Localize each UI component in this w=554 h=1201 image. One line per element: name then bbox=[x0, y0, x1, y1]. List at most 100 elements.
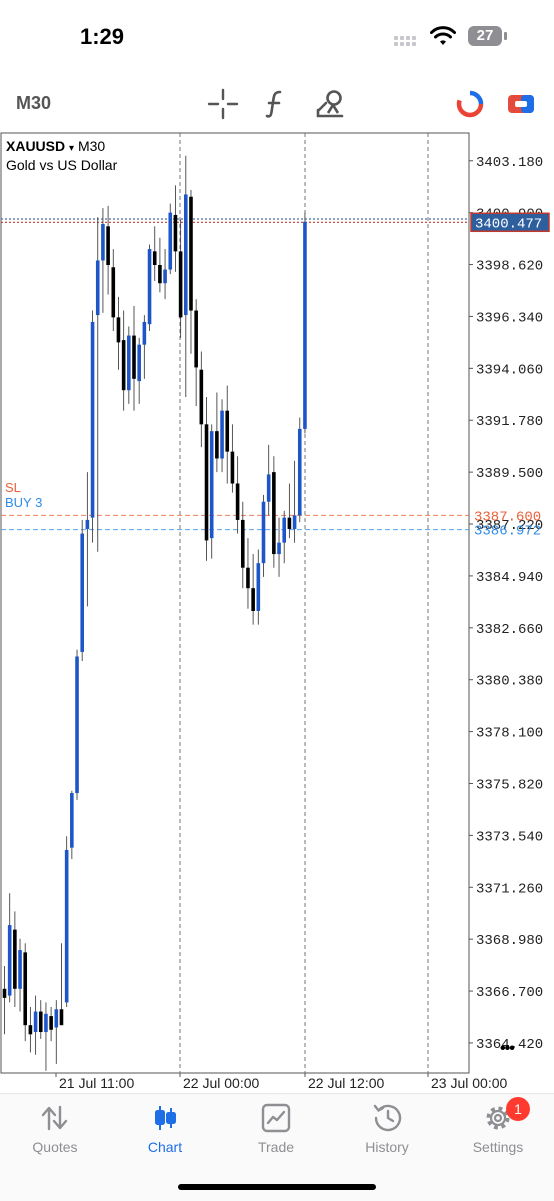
candle bbox=[132, 305, 136, 411]
candle bbox=[23, 943, 28, 1042]
candle-body bbox=[13, 929, 17, 989]
candle-body bbox=[261, 501, 266, 564]
y-tick-label: 3403.180 bbox=[476, 155, 543, 171]
wifi-icon bbox=[430, 26, 456, 45]
one-click-trading-icon[interactable] bbox=[452, 86, 488, 122]
candle bbox=[54, 1000, 59, 1064]
candle-body bbox=[199, 369, 204, 425]
buy-price-label: 3386.972 bbox=[474, 524, 541, 540]
candle-body bbox=[235, 483, 240, 520]
candle-body bbox=[18, 950, 22, 989]
tab-history[interactable]: History bbox=[332, 1094, 442, 1164]
y-tick-label: 3398.620 bbox=[476, 259, 543, 275]
candle bbox=[163, 249, 167, 300]
candle bbox=[199, 351, 204, 448]
candle-body bbox=[297, 428, 302, 516]
crosshair-icon[interactable] bbox=[205, 86, 241, 122]
y-tick-label: 3373.540 bbox=[476, 829, 543, 845]
candle bbox=[256, 549, 261, 625]
sl-price-label: 3387.600 bbox=[474, 509, 541, 525]
candle bbox=[121, 310, 126, 411]
candle bbox=[194, 299, 198, 407]
battery-cap bbox=[504, 32, 507, 40]
candle bbox=[220, 399, 224, 473]
buy-position-label[interactable]: BUY 3 bbox=[5, 495, 43, 510]
candle bbox=[7, 893, 12, 1003]
home-indicator[interactable] bbox=[178, 1184, 376, 1190]
y-tick-label: 3375.820 bbox=[476, 777, 543, 793]
candle-body bbox=[54, 1009, 59, 1028]
candle bbox=[230, 424, 235, 493]
status-time: 1:29 bbox=[80, 24, 125, 49]
sl-label[interactable]: SL bbox=[5, 480, 21, 495]
candle-body bbox=[225, 410, 230, 452]
candle bbox=[173, 185, 178, 272]
candle-body bbox=[132, 335, 136, 379]
candle bbox=[101, 208, 105, 313]
candle-body bbox=[178, 251, 183, 318]
candle bbox=[90, 310, 95, 543]
y-tick-label: 3391.780 bbox=[476, 414, 543, 430]
candle-body bbox=[282, 517, 287, 543]
battery-level: 27 bbox=[476, 27, 494, 44]
y-tick-label: 3384.940 bbox=[476, 570, 543, 586]
symbol-header[interactable]: XAUUSD ▾ M30 bbox=[6, 138, 105, 154]
candle bbox=[184, 155, 188, 398]
candle bbox=[261, 494, 266, 577]
tab-chart[interactable]: Chart bbox=[110, 1094, 220, 1164]
candle-body bbox=[287, 517, 292, 530]
more-options-icon[interactable]: ••• bbox=[500, 1040, 515, 1057]
history-clock-icon bbox=[373, 1104, 402, 1132]
y-tick-label: 3378.100 bbox=[476, 726, 543, 742]
candle bbox=[116, 296, 121, 370]
candle bbox=[272, 456, 276, 568]
x-tick-label: 22 Jul 12:00 bbox=[308, 1075, 384, 1091]
objects-icon[interactable] bbox=[312, 86, 348, 122]
candle-body bbox=[303, 221, 307, 429]
tab-quotes[interactable]: Quotes bbox=[0, 1094, 110, 1164]
dropdown-icon[interactable]: ▾ bbox=[69, 143, 75, 154]
candle bbox=[251, 554, 255, 625]
tab-settings[interactable]: Settings bbox=[443, 1094, 553, 1164]
candle-body bbox=[70, 793, 74, 848]
candle-body bbox=[163, 269, 167, 284]
candle-body bbox=[116, 317, 121, 343]
tab-label: Settings bbox=[472, 1139, 524, 1155]
candle bbox=[28, 1006, 33, 1053]
candle bbox=[33, 995, 38, 1055]
symbol-name[interactable]: XAUUSD bbox=[6, 138, 66, 154]
candle bbox=[142, 315, 147, 379]
candle-body bbox=[184, 194, 188, 316]
candle-body bbox=[240, 519, 245, 568]
candle bbox=[2, 966, 7, 1035]
candle-body bbox=[266, 474, 271, 502]
candle bbox=[246, 538, 250, 609]
chart-frame bbox=[0, 132, 470, 1074]
status-indicators: 27 bbox=[392, 26, 512, 50]
candle-body bbox=[38, 1011, 43, 1033]
tab-label: History bbox=[365, 1139, 409, 1155]
candle-body bbox=[137, 344, 141, 382]
y-tick-label: 3366.700 bbox=[476, 985, 543, 1001]
symbol-description: Gold vs US Dollar bbox=[6, 157, 118, 173]
timeframe-button[interactable]: M30 bbox=[16, 93, 52, 113]
candle-body bbox=[215, 431, 219, 459]
y-tick-label: 3387.220 bbox=[476, 518, 543, 534]
y-tick-label: 3396.340 bbox=[476, 310, 543, 326]
candle-body bbox=[292, 515, 297, 530]
candle-body bbox=[101, 224, 105, 261]
tab-label: Trade bbox=[257, 1139, 295, 1155]
price-chart[interactable]: 3403.1803400.9003398.6203396.3403394.060… bbox=[0, 130, 554, 1100]
current-price-tag bbox=[470, 212, 550, 233]
candle-body bbox=[64, 849, 69, 1003]
candle-body bbox=[95, 260, 100, 316]
trade-panel-icon[interactable] bbox=[503, 86, 539, 122]
indicators-icon[interactable] bbox=[258, 86, 294, 122]
tab-trade[interactable]: Trade bbox=[221, 1094, 331, 1164]
y-tick-label: 3371.260 bbox=[476, 881, 543, 897]
signal-icon bbox=[394, 36, 416, 46]
current-price-label: 3400.477 bbox=[475, 216, 542, 232]
x-tick-label: 22 Jul 00:00 bbox=[183, 1075, 259, 1091]
candle-body bbox=[173, 214, 178, 252]
x-tick-label: 21 Jul 11:00 bbox=[59, 1075, 134, 1091]
